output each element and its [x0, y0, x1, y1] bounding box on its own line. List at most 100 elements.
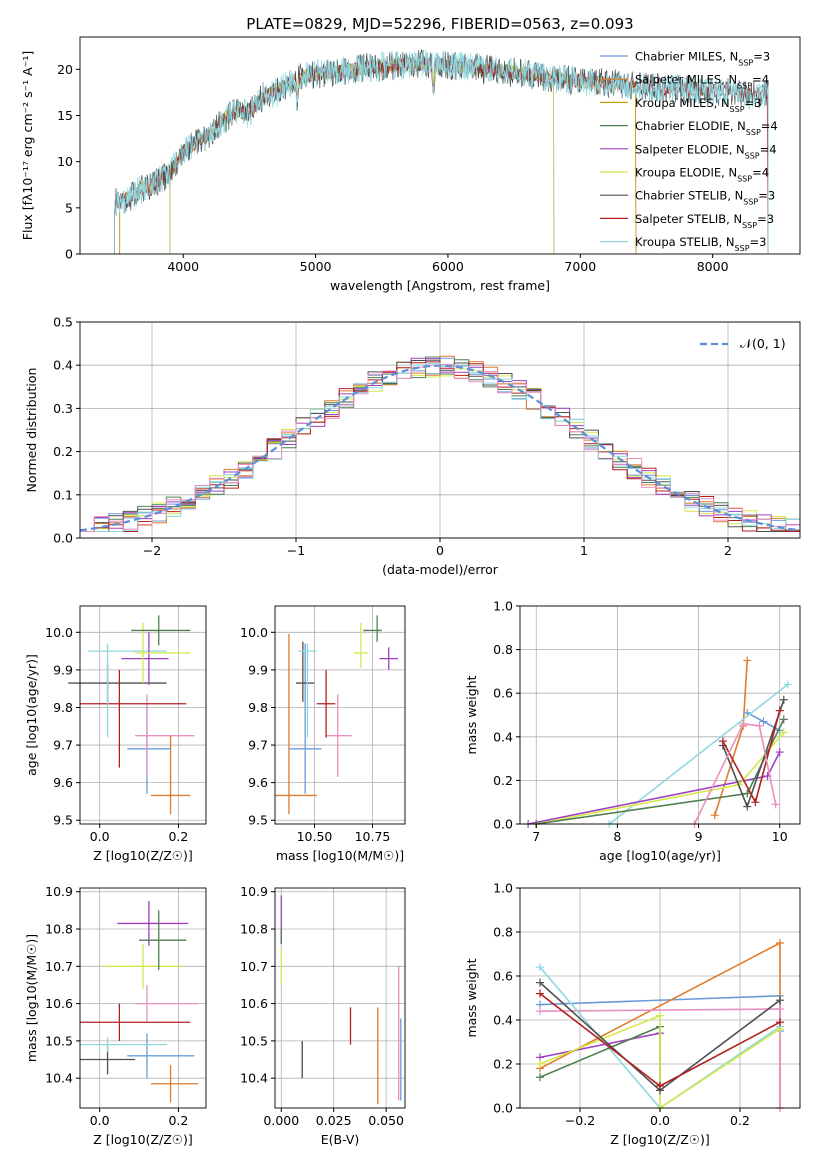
plot-area-residuals	[79, 355, 800, 532]
axes-frame	[274, 605, 406, 825]
x-tick-label: 0	[436, 543, 444, 558]
plot-area-age_vs_z	[68, 615, 195, 815]
y-tick-label: 0.0	[53, 531, 73, 546]
panel-mass_vs_ebv: 0.000 0.025 0.050 10.4 10.5 10.6 10.7 10.8 10.9 E…	[240, 884, 406, 1147]
y-tick-label: 10.8	[240, 922, 268, 937]
x-axis-label: wavelength [Angstrom, rest frame]	[330, 278, 550, 293]
y-tick-label: 5	[65, 200, 73, 215]
x-axis-label: Z [log10(Z/Z☉)]	[610, 1132, 710, 1147]
x-tick-label: 0.025	[316, 1113, 352, 1128]
weight-line-kroupa_stelib	[608, 683, 789, 825]
errorbar-kroupa_elodie	[353, 622, 368, 669]
legend-label-chabrier_miles: Chabrier MILES, NSSP=3	[635, 50, 770, 68]
normal-curve	[79, 364, 798, 532]
x-tick-label: 10	[772, 829, 788, 844]
y-tick-label: 10	[57, 154, 73, 169]
y-tick-label: 0	[65, 247, 73, 262]
legend-label-chabrier_stelib: Chabrier STELIB, NSSP=3	[635, 189, 775, 207]
panel-age_vs_z: 0.0 0.2 9.5 9.6 9.7 9.8 9.9 10.0 Z [log10(Z/Z☉)]…	[24, 605, 207, 863]
weight-line-pink	[693, 722, 777, 825]
y-tick-label: 0.2	[53, 444, 73, 459]
y-tick-label: 10.8	[45, 922, 73, 937]
x-tick-label: 0.2	[730, 1113, 750, 1128]
errorbar-kroupa_stelib	[80, 1037, 167, 1053]
errorbar-salpeter_stelib	[80, 1003, 191, 1041]
x-tick-label: 1	[580, 543, 588, 558]
x-tick-label: 0.000	[263, 1113, 299, 1128]
y-tick-label: 0.6	[493, 969, 513, 984]
x-tick-label: −2	[143, 543, 161, 558]
x-tick-label: 7	[532, 829, 540, 844]
y-axis-label: mass [log10(M/M☉)]	[24, 934, 39, 1062]
axes-frame	[519, 605, 801, 825]
errorbar-salpeter_miles	[275, 633, 317, 815]
x-tick-label: −0.2	[565, 1113, 595, 1128]
x-tick-label: 5000	[300, 259, 332, 274]
legend-label-chabrier_elodie: Chabrier ELODIE, NSSP=4	[635, 119, 778, 137]
x-tick-label: 2	[724, 543, 732, 558]
y-tick-label: 10.4	[240, 1071, 268, 1086]
spectrum-line-chabrier_elodie	[169, 56, 555, 255]
y-axis-label: Flux [fλ10⁻¹⁷ erg cm⁻² s⁻¹ A⁻¹]	[20, 51, 35, 240]
x-axis-label: mass [log10(M/M☉)]	[276, 848, 404, 863]
y-tick-label: 10.7	[240, 959, 268, 974]
errorbar-pink	[135, 984, 199, 1023]
plot-area-spectrum	[114, 49, 769, 255]
y-tick-label: 10.4	[45, 1071, 73, 1086]
x-tick-label: 0.0	[90, 829, 110, 844]
legend-label-kroupa_stelib: Kroupa STELIB, NSSP=3	[635, 235, 766, 253]
y-tick-label: 9.6	[248, 775, 268, 790]
spectrum-line-salpeter_elodie	[169, 57, 555, 255]
y-tick-label: 0.4	[493, 729, 513, 744]
legend: Chabrier MILES, NSSP=3 Salpeter MILES, NS…	[600, 50, 778, 253]
legend-label-salpeter_stelib: Salpeter STELIB, NSSP=3	[635, 212, 774, 230]
errorbar-chabrier_elodie	[363, 615, 382, 642]
y-tick-label: 15	[57, 108, 73, 123]
errorbar-chabrier_miles	[127, 703, 171, 794]
y-tick-label: 0.3	[53, 401, 73, 416]
panel-weight_vs_age: 7 8 9 10 0.0 0.2 0.4 0.6 0.8 1.0 age [log10(age/yr…	[464, 599, 801, 863]
figure-title: PLATE=0829, MJD=52296, FIBERID=0563, z=0…	[246, 15, 633, 33]
y-tick-label: 9.9	[248, 662, 268, 677]
x-axis-label: Z [log10(Z/Z☉)]	[93, 848, 193, 863]
x-tick-label: −1	[287, 543, 305, 558]
plot-area-mass_vs_ebv	[280, 895, 402, 1105]
y-axis-label: mass weight	[464, 675, 479, 754]
x-axis-label: (data-model)/error	[382, 562, 499, 577]
legend-label-salpeter_miles: Salpeter MILES, NSSP=4	[635, 73, 769, 91]
errorbar-salpeter_elodie	[121, 632, 169, 685]
errorbar-chabrier_miles	[127, 1033, 195, 1079]
errorbar-pink	[135, 694, 195, 778]
y-tick-label: 1.0	[493, 881, 513, 896]
y-tick-label: 10.5	[240, 1033, 268, 1048]
x-tick-label: 6000	[432, 259, 464, 274]
errorbar-salpeter_miles	[150, 735, 191, 815]
y-tick-label: 9.9	[53, 662, 73, 677]
spectrum-line-kroupa_stelib	[114, 49, 769, 254]
y-tick-label: 9.7	[53, 738, 73, 753]
weight-line-salpeter_elodie	[527, 751, 781, 825]
x-tick-label: 0.0	[90, 1113, 110, 1128]
errorbar-salpeter_elodie	[379, 647, 399, 670]
x-tick-label: 0.0	[650, 1113, 670, 1128]
x-axis-label: Z [log10(Z/Z☉)]	[93, 1132, 193, 1147]
y-tick-label: 0.2	[493, 1057, 513, 1072]
panel-weight_vs_z: −0.2 0.0 0.2 0.0 0.2 0.4 0.6 0.8 1.0 Z [log10(Z/Z…	[464, 881, 801, 1147]
spectrum-line-kroupa_elodie	[169, 56, 555, 255]
x-tick-label: 10.50	[297, 829, 333, 844]
y-tick-label: 10.0	[45, 625, 73, 640]
y-tick-label: 10.0	[240, 625, 268, 640]
x-tick-label: 8000	[697, 259, 729, 274]
errorbar-salpeter_miles	[150, 1065, 199, 1103]
errorbar-kroupa_stelib	[87, 643, 167, 738]
y-tick-label: 10.5	[45, 1033, 73, 1048]
y-tick-label: 0.6	[493, 686, 513, 701]
y-tick-label: 0.8	[493, 642, 513, 657]
y-tick-label: 0.4	[493, 1013, 513, 1028]
y-tick-label: 10.9	[240, 884, 268, 899]
plot-area-mass_vs_z	[80, 901, 199, 1103]
y-tick-label: 1.0	[493, 599, 513, 614]
x-tick-label: 7000	[564, 259, 596, 274]
y-tick-label: 10.6	[240, 996, 268, 1011]
